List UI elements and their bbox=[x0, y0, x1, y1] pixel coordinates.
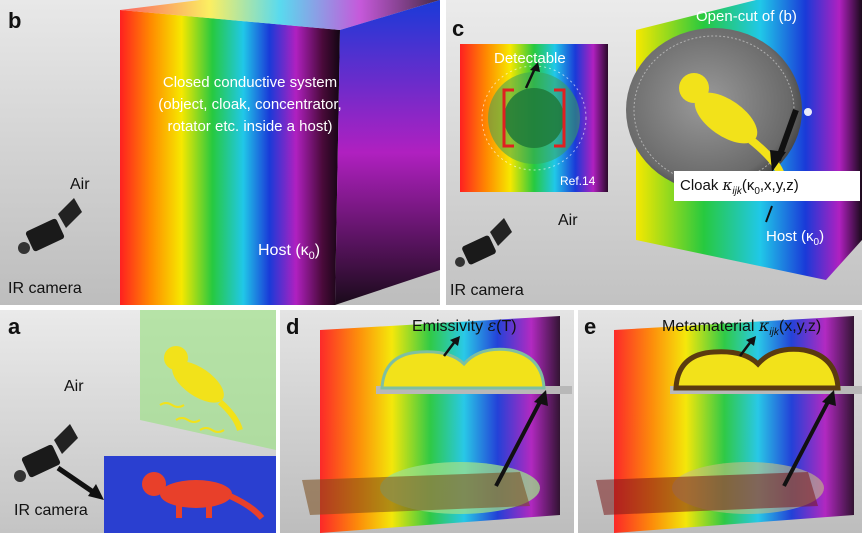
yellow-animal-section-e bbox=[673, 346, 841, 391]
panel-c-host-label: Host (κ0) bbox=[766, 228, 824, 248]
panel-a: a Air IR camera bbox=[0, 310, 276, 533]
yellow-animal-section-d bbox=[380, 347, 546, 390]
panel-c-camera-label: IR camera bbox=[450, 282, 524, 299]
host-arrow bbox=[765, 205, 773, 223]
panel-b-host-close: ) bbox=[314, 242, 321, 259]
host-block-top bbox=[120, 0, 440, 30]
base-plate-d bbox=[302, 472, 530, 515]
cut-plane-d bbox=[376, 386, 572, 394]
panel-d: d Emissivity ε(T) bbox=[280, 310, 574, 533]
panel-b-host-sub: 0 bbox=[308, 250, 315, 263]
camera-arrow bbox=[56, 465, 98, 497]
host-block-side bbox=[335, 0, 440, 305]
panel-b-closed-system-line1: Closed conductive system bbox=[162, 74, 338, 91]
yellow-animal-a bbox=[164, 346, 243, 431]
panel-a-camera-label: IR camera bbox=[14, 502, 88, 519]
emissivity-args: (T) bbox=[496, 318, 517, 335]
metamaterial-kappa: κ bbox=[758, 316, 770, 335]
camera-icon-c bbox=[455, 218, 512, 267]
ir-arrow-d bbox=[494, 397, 544, 487]
metamaterial-sub: ijk bbox=[769, 327, 779, 339]
panel-e: e Metamaterial κijk(x,y,z) bbox=[578, 310, 862, 533]
panel-a-graphic bbox=[0, 310, 276, 533]
panel-c-host-sub: 0 bbox=[813, 237, 820, 248]
panel-c-host-close: ) bbox=[819, 228, 825, 245]
cloak-args-rest: ,x,y,z) bbox=[759, 177, 799, 194]
camera-icon bbox=[18, 198, 82, 254]
right-bracket bbox=[554, 88, 566, 148]
metamaterial-label: Metamaterial κijk(x,y,z) bbox=[662, 316, 821, 338]
panel-b: b Air Closed conductive system (object, … bbox=[0, 0, 440, 305]
panel-d-letter: d bbox=[286, 314, 300, 339]
panel-b-graphic bbox=[0, 0, 440, 305]
panel-b-host-label: Host (κ0) bbox=[258, 242, 320, 262]
base-plate-e bbox=[596, 472, 818, 515]
panel-a-air-label: Air bbox=[64, 378, 84, 395]
ref14-label: Ref.14 bbox=[560, 174, 596, 188]
cloak-label-box bbox=[674, 171, 860, 201]
metamaterial-text: Metamaterial bbox=[662, 318, 759, 335]
panel-c: c Detectable Ref.14 Open-cut of (b) Cloa… bbox=[446, 0, 862, 305]
panel-e-graphic bbox=[578, 310, 862, 533]
cloak-kappa: κ bbox=[722, 176, 733, 194]
panel-b-host-text: Host (κ bbox=[258, 242, 309, 259]
thermal-animal bbox=[142, 472, 265, 520]
emissivity-text: Emissivity bbox=[412, 318, 488, 335]
panel-c-letter: c bbox=[452, 16, 465, 41]
panel-b-air-label: Air bbox=[70, 176, 90, 193]
panel-b-closed-system-line3: rotator etc. inside a host) bbox=[167, 118, 333, 135]
cloak-args-open: (κ bbox=[741, 177, 755, 194]
ir-arrow-e bbox=[782, 397, 832, 487]
metamaterial-args: (x,y,z) bbox=[778, 318, 822, 335]
panel-e-letter: e bbox=[584, 314, 597, 339]
opencut-label: Open-cut of (b) bbox=[696, 8, 797, 25]
left-bracket bbox=[502, 88, 514, 148]
cloak-sub: ijk bbox=[732, 186, 742, 197]
detectable-object bbox=[504, 88, 564, 148]
panel-a-letter: a bbox=[8, 314, 21, 339]
panel-b-camera-label: IR camera bbox=[8, 280, 82, 297]
camera-icon-a bbox=[14, 424, 78, 482]
panel-b-letter: b bbox=[8, 8, 22, 33]
emissivity-symbol: ε bbox=[487, 316, 497, 335]
cloak-label: Cloak κijk(κ0,x,y,z) bbox=[680, 176, 799, 197]
host-block-front bbox=[120, 10, 340, 305]
panel-c-host-text: Host (κ bbox=[766, 228, 814, 245]
panel-d-graphic bbox=[280, 310, 574, 533]
panel-c-graphic bbox=[446, 0, 862, 305]
cloak-args-sub: 0 bbox=[754, 186, 760, 197]
panel-c-air-label: Air bbox=[558, 212, 578, 229]
emissivity-label: Emissivity ε(T) bbox=[412, 316, 517, 336]
cloak-prefix: Cloak bbox=[680, 177, 723, 194]
panel-b-closed-system-line2: (object, cloak, concentrator, bbox=[158, 96, 342, 113]
detectable-label: Detectable bbox=[494, 50, 566, 67]
